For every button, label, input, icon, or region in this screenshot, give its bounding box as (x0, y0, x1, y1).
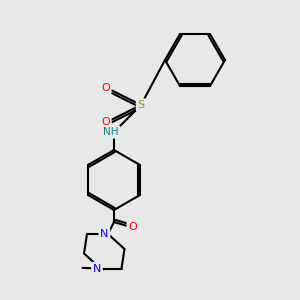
Text: O: O (128, 221, 137, 232)
Text: N: N (93, 263, 101, 274)
Text: NH: NH (103, 127, 119, 137)
Text: N: N (100, 229, 109, 239)
Text: S: S (137, 100, 145, 110)
Text: O: O (101, 82, 110, 93)
Text: O: O (101, 117, 110, 128)
